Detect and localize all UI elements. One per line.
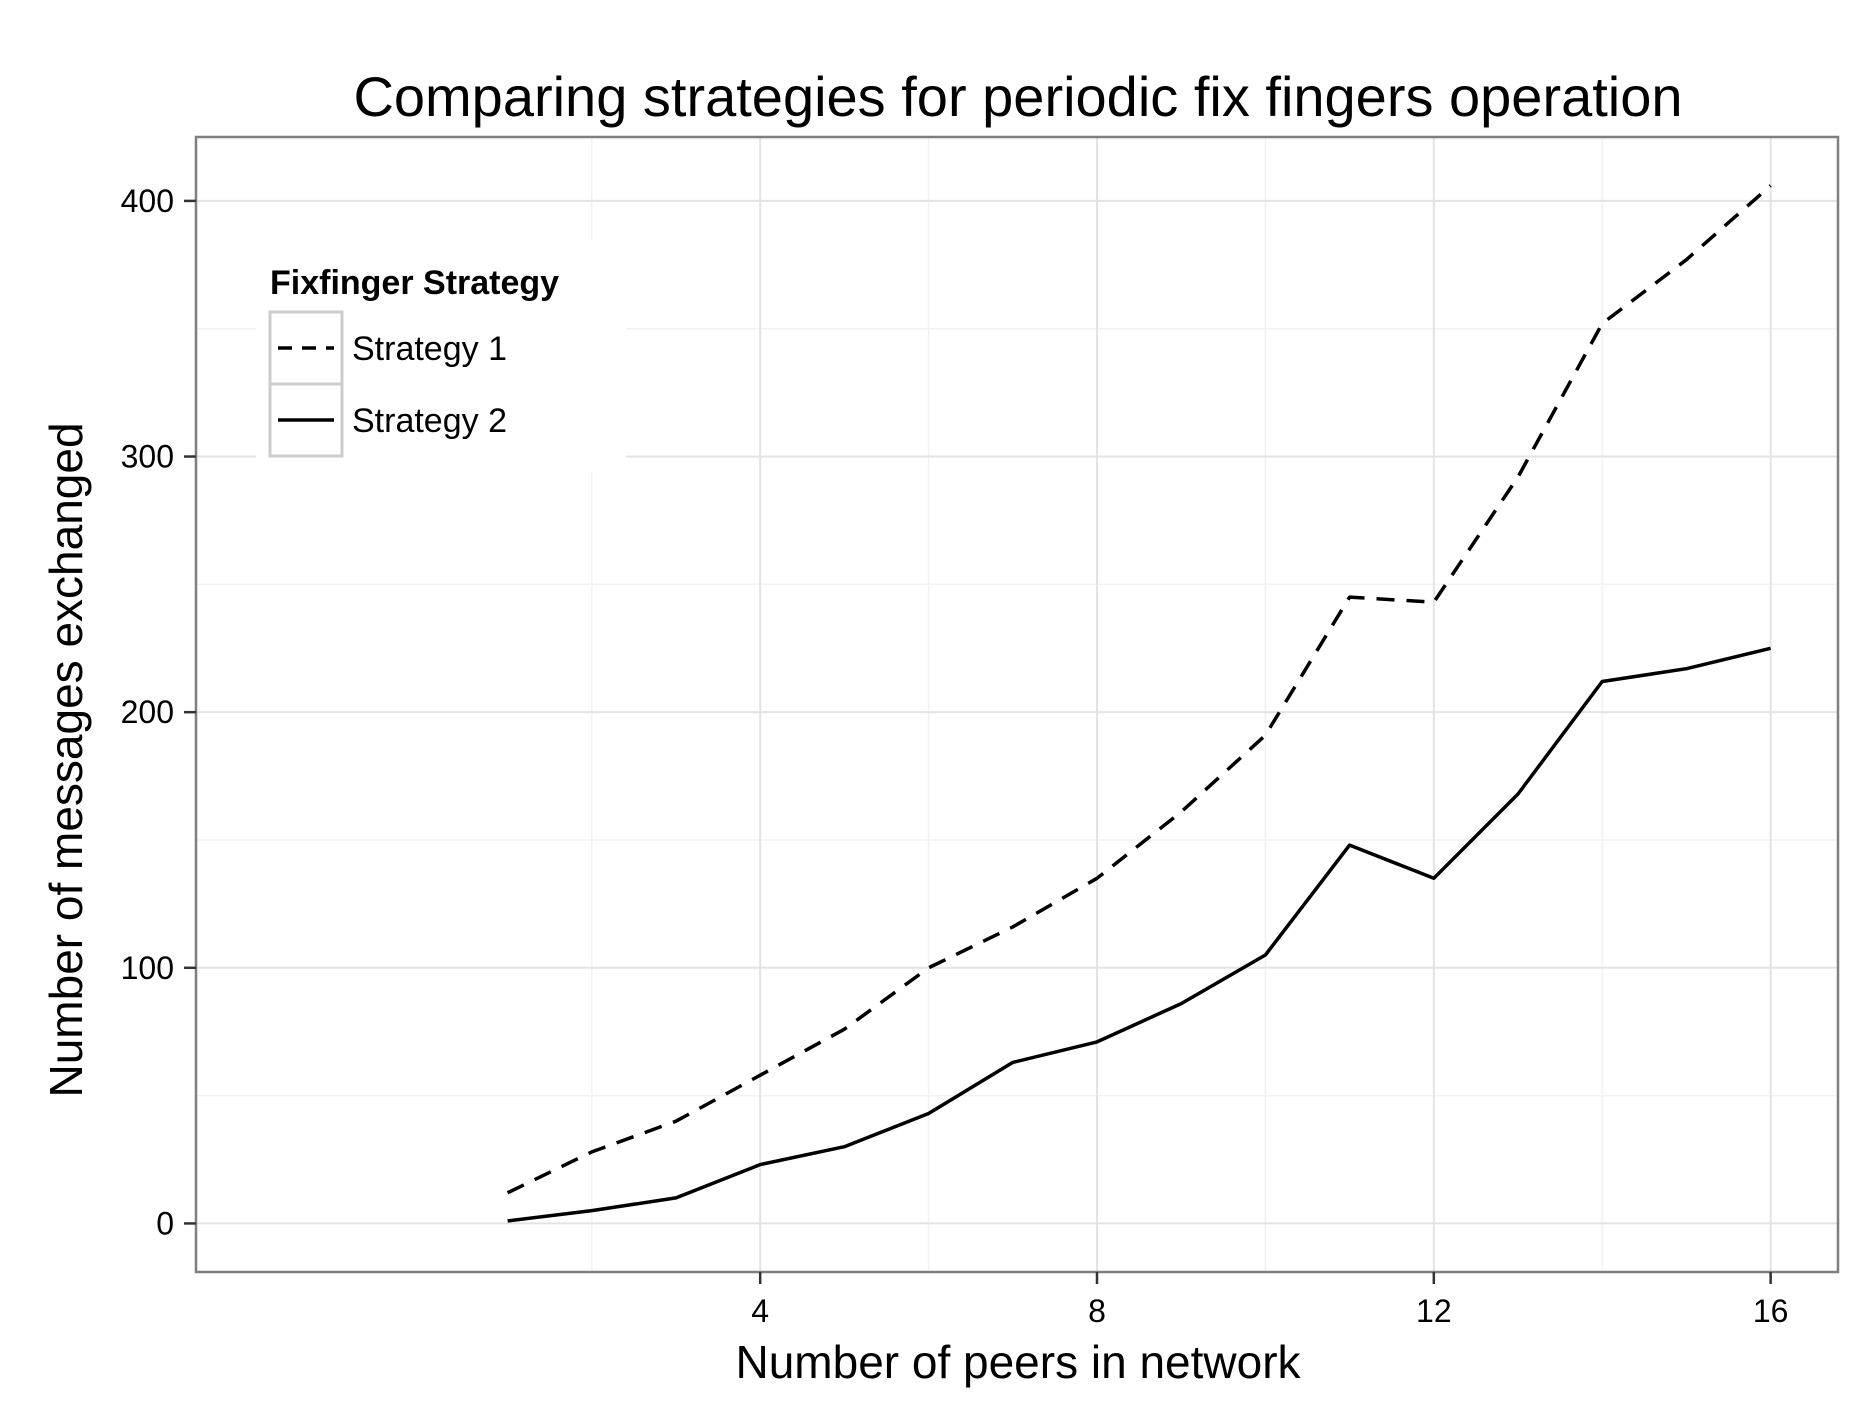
x-tick-label: 8 bbox=[1088, 1293, 1106, 1329]
y-tick-label: 400 bbox=[121, 183, 174, 219]
y-tick-label: 100 bbox=[121, 950, 174, 986]
y-tick-label: 200 bbox=[121, 694, 174, 730]
legend-label: Strategy 1 bbox=[352, 330, 507, 368]
x-axis-title: Number of peers in network bbox=[735, 1336, 1301, 1388]
x-tick-label: 12 bbox=[1416, 1293, 1452, 1329]
x-tick-label: 4 bbox=[751, 1293, 769, 1329]
y-tick-label: 0 bbox=[156, 1205, 174, 1241]
legend: Fixfinger Strategy Strategy 1 Strategy 2 bbox=[256, 240, 626, 472]
legend-label: Strategy 2 bbox=[352, 402, 507, 440]
chart-title: Comparing strategies for periodic fix fi… bbox=[353, 65, 1682, 128]
x-tick-label: 16 bbox=[1753, 1293, 1789, 1329]
y-axis-title: Number of messages exchanged bbox=[40, 422, 92, 1097]
legend-title: Fixfinger Strategy bbox=[270, 264, 559, 302]
y-tick-label: 300 bbox=[121, 439, 174, 475]
